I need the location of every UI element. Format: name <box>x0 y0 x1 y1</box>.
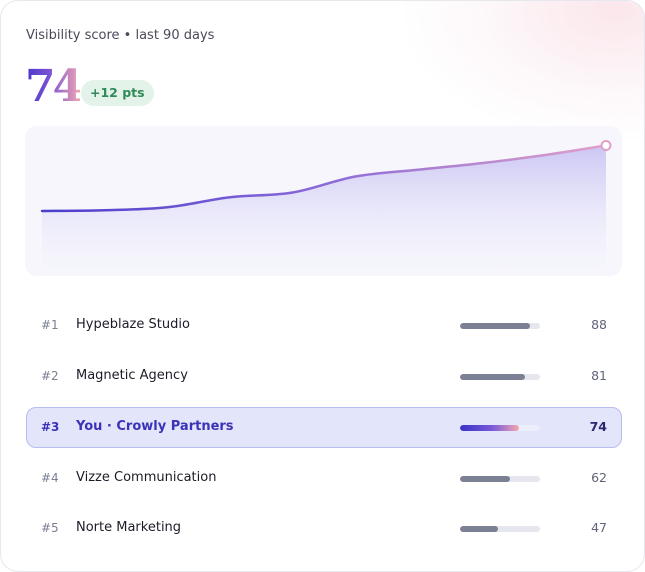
agency-name: Hypeblaze Studio <box>76 317 190 332</box>
rank-label: #1 <box>41 318 59 332</box>
trend-chart-svg <box>40 140 612 276</box>
score-number: 88 <box>591 317 607 332</box>
score-bar <box>460 476 540 482</box>
decorative-glow <box>404 1 644 141</box>
rank-label: #2 <box>41 369 59 383</box>
trend-area <box>42 145 606 276</box>
leaderboard-row[interactable]: #2 Magnetic Agency 81 <box>26 356 622 397</box>
trend-endpoint-marker <box>600 140 612 151</box>
agency-name: Vizze Communication <box>76 470 217 485</box>
score-bar-fill <box>460 526 498 532</box>
trend-chart <box>25 126 622 276</box>
rank-label: #4 <box>41 471 59 485</box>
agency-name: Norte Marketing <box>76 520 182 535</box>
leaderboard-row[interactable]: #4 Vizze Communication 62 <box>26 458 622 499</box>
score-number: 62 <box>591 470 607 485</box>
score-bar <box>460 323 540 329</box>
score-delta-badge: +12 pts <box>81 80 154 106</box>
leaderboard-row[interactable]: #1 Hypeblaze Studio 88 <box>26 305 622 346</box>
agency-name: Magnetic Agency <box>76 368 188 383</box>
leaderboard-row-you[interactable]: #3 You · Crowly Partners 74 <box>26 407 622 448</box>
leaderboard-row[interactable]: #5 Norte Marketing 47 <box>26 508 622 549</box>
score-value: 74 <box>25 61 83 112</box>
score-bar-fill <box>460 323 531 329</box>
score-number: 74 <box>589 419 607 434</box>
score-bar-fill <box>460 374 525 380</box>
agency-name: You · Crowly Partners <box>76 419 234 434</box>
score-number: 47 <box>591 520 607 535</box>
rank-label: #3 <box>41 420 60 434</box>
score-bar-fill <box>460 425 520 431</box>
score-bar <box>460 425 540 431</box>
card-subtitle: Visibility score • last 90 days <box>26 28 215 43</box>
score-bar <box>460 526 540 532</box>
trend-line <box>40 144 608 213</box>
score-bar <box>460 374 540 380</box>
score-bar-fill <box>460 476 510 482</box>
rank-label: #5 <box>41 521 59 535</box>
score-number: 81 <box>591 368 607 383</box>
